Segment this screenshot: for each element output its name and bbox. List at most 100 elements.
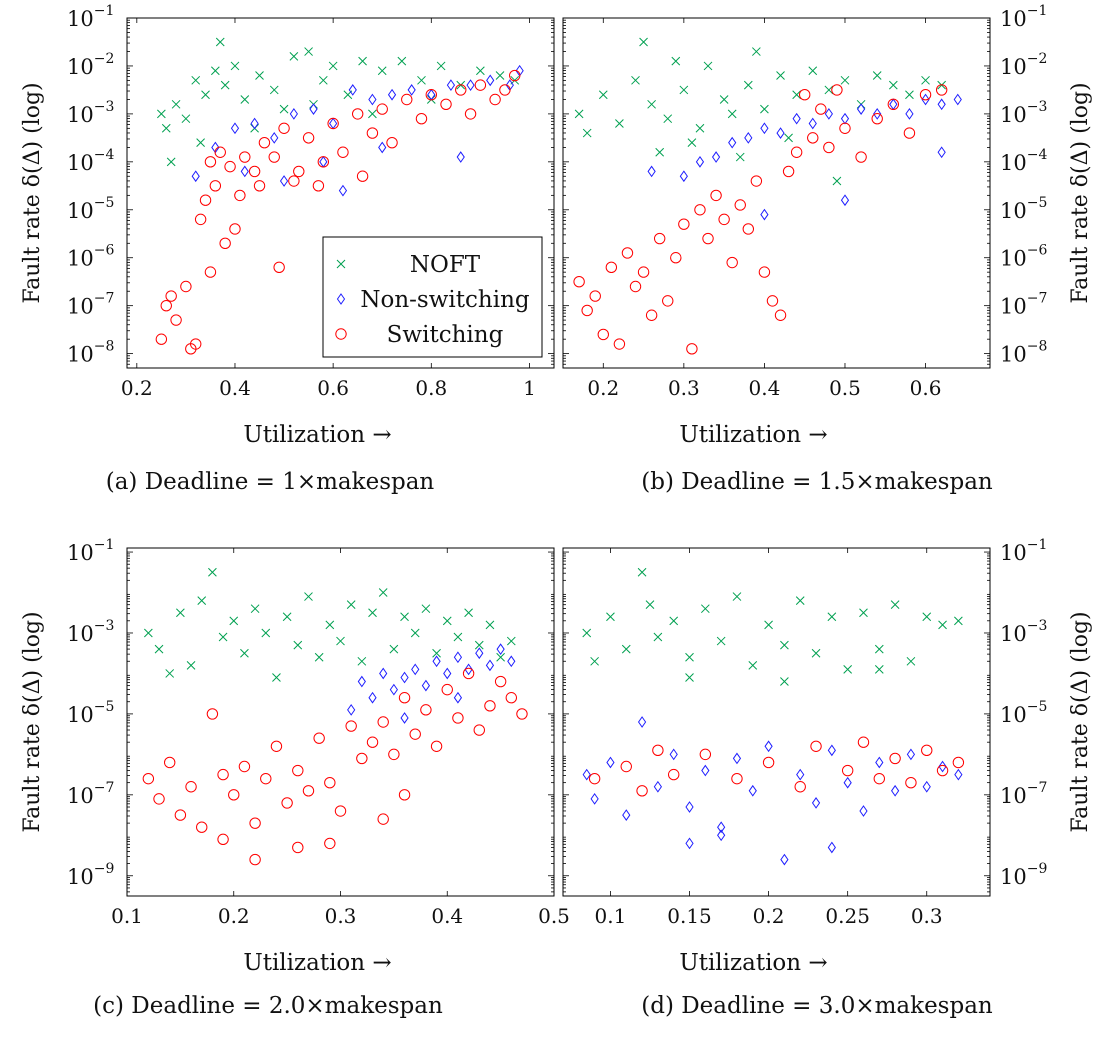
data-point: [780, 853, 789, 866]
data-point: [776, 71, 785, 80]
y-axis-label: Fault rate δ(Δ) (log): [20, 82, 45, 303]
data-point: [815, 103, 827, 115]
data-point: [496, 652, 505, 662]
data-point: [313, 732, 325, 744]
series-non-switching: [347, 643, 516, 724]
data-point: [224, 160, 236, 173]
data-point: [453, 632, 463, 642]
data-point: [597, 328, 609, 341]
x-tick-label: 0.6: [910, 376, 942, 400]
data-point: [685, 673, 694, 682]
legend-entry-non-switching: Non-switching: [336, 287, 530, 313]
ticks: [563, 548, 990, 896]
data-point: [377, 716, 389, 728]
data-point: [228, 789, 240, 801]
data-point: [181, 114, 191, 124]
data-point: [191, 170, 200, 183]
data-point: [808, 117, 817, 130]
x-tick-label: 0.4: [219, 376, 251, 400]
data-point: [582, 628, 592, 638]
data-point: [889, 752, 901, 765]
data-point: [475, 647, 484, 660]
data-point: [774, 309, 787, 321]
y-tick-label: 10−3: [1000, 618, 1047, 646]
data-point: [719, 95, 729, 104]
y-tick-label: 10−7: [67, 780, 114, 808]
data-point: [495, 71, 505, 80]
data-point: [368, 109, 377, 119]
legend-box: [322, 236, 543, 358]
data-point: [794, 781, 806, 793]
data-point: [441, 683, 453, 696]
data-point: [174, 809, 187, 821]
data-point: [669, 616, 679, 626]
data-point: [204, 156, 217, 168]
data-point: [219, 237, 231, 250]
legend-label: Switching: [387, 322, 504, 348]
data-point: [743, 80, 753, 90]
data-point: [687, 138, 697, 148]
data-point: [685, 801, 694, 813]
x-tick-label: 0.2: [753, 904, 785, 928]
x-tick-label: 0.1: [595, 904, 627, 928]
data-point: [366, 736, 379, 748]
data-point: [629, 280, 642, 293]
panel-caption: (b) Deadline = 1.5×makespan: [641, 469, 993, 495]
data-point: [574, 109, 584, 119]
data-point: [506, 636, 516, 646]
data-point: [919, 89, 932, 101]
data-point: [701, 764, 710, 777]
data-point: [234, 189, 246, 202]
x-tick-label: 0.8: [415, 376, 447, 400]
data-point: [292, 764, 304, 777]
x-tick-label: 0.25: [825, 904, 870, 928]
data-point: [652, 744, 664, 757]
data-point: [427, 88, 436, 101]
data-point: [215, 37, 225, 47]
data-point: [766, 295, 779, 307]
data-point: [921, 744, 933, 757]
data-point: [473, 724, 485, 736]
legend-marker: [335, 328, 347, 340]
data-point: [357, 675, 366, 688]
data-point: [703, 61, 713, 71]
data-point: [430, 740, 443, 752]
data-point: [780, 677, 789, 686]
data-point: [250, 117, 259, 130]
data-point: [742, 223, 755, 235]
data-point: [258, 136, 271, 149]
data-point: [843, 776, 852, 789]
data-point: [208, 567, 217, 577]
data-point: [499, 84, 511, 96]
data-point: [217, 768, 229, 781]
data-point: [400, 671, 409, 684]
data-point: [411, 663, 420, 676]
y-tick-label: 10−8: [1000, 339, 1047, 367]
data-point: [695, 155, 705, 168]
data-point: [653, 232, 666, 245]
data-point: [268, 151, 280, 163]
data-point: [588, 772, 601, 785]
data-point: [589, 290, 601, 302]
y-tick-label: 10−3: [67, 99, 114, 127]
data-point: [220, 80, 230, 90]
data-point: [831, 84, 843, 96]
data-point: [505, 692, 517, 704]
data-point: [922, 780, 931, 793]
data-point: [776, 127, 785, 139]
data-point: [790, 146, 803, 158]
data-point: [764, 620, 773, 630]
data-point: [206, 708, 219, 720]
data-point: [293, 640, 303, 650]
data-point: [509, 69, 521, 82]
data-point: [873, 772, 885, 785]
data-point: [378, 141, 387, 154]
data-point: [336, 636, 345, 646]
y-tick-label: 10−3: [67, 618, 114, 646]
data-point: [229, 223, 241, 235]
data-point: [165, 290, 177, 302]
data-point: [798, 89, 811, 101]
data-point: [432, 655, 441, 668]
y-tick-label: 10−2: [67, 51, 114, 79]
data-point: [647, 165, 656, 178]
